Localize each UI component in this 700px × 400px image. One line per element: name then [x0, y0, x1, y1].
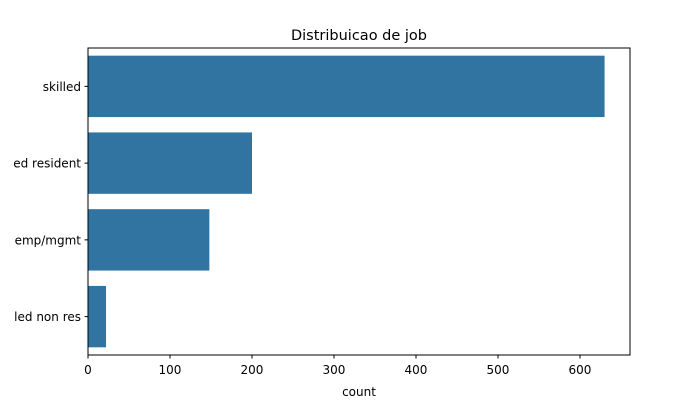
y-tick-label: ed resident: [13, 157, 81, 171]
x-tick-label: 600: [569, 363, 592, 377]
x-tick-label: 200: [241, 363, 264, 377]
y-tick-label: skilled: [43, 80, 81, 94]
x-axis-label: count: [342, 385, 376, 399]
bar-1: [88, 132, 252, 194]
x-tick-label: 300: [323, 363, 346, 377]
chart-title: Distribuicao de job: [291, 28, 427, 44]
bar-0: [88, 55, 605, 118]
bar-2: [88, 209, 210, 271]
y-tick-label: led non res: [14, 310, 81, 324]
x-tick-label: 500: [487, 363, 510, 377]
x-tick-label: 0: [84, 363, 92, 377]
plot-frame: [87, 47, 631, 356]
x-tick-label: 100: [159, 363, 182, 377]
y-tick-label: emp/mgmt: [15, 233, 82, 247]
bar-3: [88, 285, 107, 348]
x-tick-label: 400: [405, 363, 428, 377]
